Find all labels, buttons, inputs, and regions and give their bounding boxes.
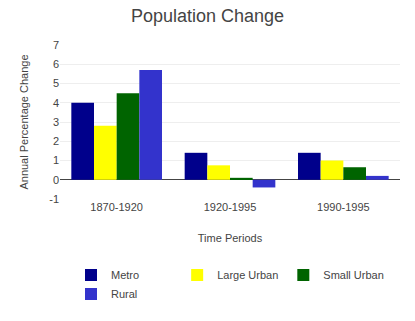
svg-text:7: 7	[53, 39, 59, 51]
svg-text:1990-1995: 1990-1995	[317, 201, 370, 213]
svg-text:Rural: Rural	[111, 288, 137, 300]
svg-text:Population Change: Population Change	[131, 6, 284, 26]
svg-text:5: 5	[53, 77, 59, 89]
svg-text:1870-1920: 1870-1920	[90, 201, 143, 213]
svg-text:4: 4	[53, 97, 59, 109]
svg-text:Time Periods: Time Periods	[198, 232, 263, 244]
svg-text:1: 1	[53, 154, 59, 166]
svg-text:0: 0	[53, 174, 59, 186]
svg-text:1920-1995: 1920-1995	[204, 201, 257, 213]
svg-text:Metro: Metro	[111, 269, 139, 281]
svg-text:Annual Percentage Change: Annual Percentage Change	[18, 54, 30, 189]
svg-text:Small Urban: Small Urban	[323, 269, 384, 281]
svg-text:2: 2	[53, 135, 59, 147]
svg-text:-1: -1	[49, 193, 59, 205]
svg-text:Large Urban: Large Urban	[217, 269, 278, 281]
svg-text:6: 6	[53, 58, 59, 70]
svg-text:3: 3	[53, 116, 59, 128]
